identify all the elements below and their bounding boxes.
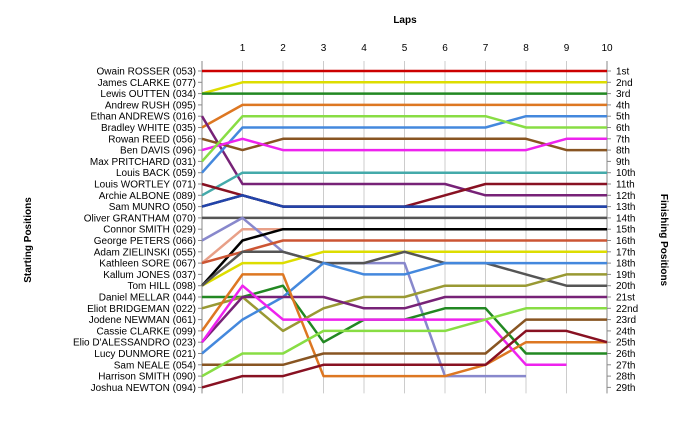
series-line — [201, 194, 607, 208]
finishing-position-label: 16th — [616, 236, 635, 247]
starting-position-label: Bradley WHITE (035) — [101, 123, 196, 134]
lap-tick-label: 8 — [523, 43, 529, 54]
finishing-position-label: 15th — [616, 225, 635, 236]
starting-position-label: Tom HILL (098) — [127, 281, 196, 292]
starting-position-label: Louis WORTLEY (071) — [94, 180, 196, 191]
series-line — [201, 227, 607, 287]
starting-position-label: Eliot BRIDGEMAN (022) — [87, 304, 196, 315]
finishing-position-label: 6th — [616, 123, 630, 134]
finishing-position-label: 3rd — [616, 89, 630, 100]
left-axis-title: Starting Positions — [23, 197, 34, 283]
starting-position-label: Ethan ANDREWS (016) — [90, 112, 196, 123]
series-line — [201, 81, 607, 95]
finishing-position-label: 5th — [616, 112, 630, 123]
starting-position-label: Louis BACK (059) — [116, 168, 196, 179]
lap-tick-label: 9 — [564, 43, 570, 54]
starting-position-label: Ben DAVIS (096) — [120, 146, 196, 157]
starting-position-label: Kathleen SORE (067) — [99, 259, 196, 270]
series-line — [200, 273, 607, 378]
starting-position-label: Oliver GRANTHAM (070) — [84, 213, 196, 224]
finishing-position-label: 12th — [616, 191, 635, 202]
finishing-position-label: 17th — [616, 247, 635, 258]
series-line — [201, 250, 607, 287]
series-line — [201, 114, 607, 163]
finishing-position-label: 8th — [616, 146, 630, 157]
lap-tick-label: 1 — [240, 43, 246, 54]
series-line — [201, 171, 607, 197]
lap-tick-label: 3 — [321, 43, 327, 54]
starting-position-label: Sam NEALE (054) — [114, 360, 196, 371]
finishing-position-label: 10th — [616, 168, 635, 179]
finishing-position-label: 21st — [616, 293, 635, 304]
series-line — [201, 261, 607, 355]
series-line — [202, 318, 607, 367]
finishing-position-label: 9th — [616, 157, 630, 168]
finishing-position-label: 20th — [616, 281, 635, 292]
finishing-position-label: 7th — [616, 134, 630, 145]
starting-position-label: Elio D'ALESSANDRO (023) — [73, 338, 196, 349]
finishing-position-label: 25th — [616, 338, 635, 349]
finishing-position-label: 24th — [616, 326, 635, 337]
series-line — [200, 284, 567, 367]
starting-position-label: Rowan REED (056) — [108, 134, 196, 145]
lap-tick-label: 7 — [483, 43, 489, 54]
starting-position-label: Joshua NEWTON (094) — [91, 383, 196, 394]
starting-position-label: Owain ROSSER (053) — [97, 67, 196, 78]
finishing-position-label: 26th — [616, 349, 635, 360]
series-line — [201, 137, 607, 152]
finishing-position-label: 13th — [616, 202, 635, 213]
lap-tick-label: 4 — [361, 43, 367, 54]
starting-position-label: Archie ALBONE (089) — [99, 191, 196, 202]
lap-tick-label: 6 — [442, 43, 448, 54]
finishing-position-label: 2nd — [616, 78, 633, 89]
finishing-position-label: 14th — [616, 213, 635, 224]
finishing-position-label: 1st — [616, 67, 630, 78]
finishing-position-label: 11th — [616, 180, 635, 191]
lap-tick-label: 10 — [601, 43, 613, 54]
axis-labels: 1 2 3 4 5 6 7 8 9 10 Owain ROSSER (053)James CLARK… — [73, 43, 638, 394]
series-line — [201, 114, 607, 174]
series-line — [201, 239, 607, 265]
finishing-position-label: 29th — [616, 383, 635, 394]
starting-position-label: Kallum JONES (037) — [103, 270, 196, 281]
finishing-position-label: 18th — [616, 259, 635, 270]
starting-position-label: Lucy DUNMORE (021) — [94, 349, 196, 360]
finishing-position-label: 28th — [616, 372, 635, 383]
grid — [198, 61, 611, 394]
series-line — [201, 273, 607, 333]
starting-position-label: Harrison SMITH (090) — [98, 372, 196, 383]
series-line — [201, 103, 607, 129]
starting-position-label: Lewis OUTTEN (034) — [100, 89, 196, 100]
starting-position-label: George PETERS (066) — [94, 236, 196, 247]
starting-position-label: Daniel MELLAR (044) — [99, 293, 196, 304]
starting-position-label: Connor SMITH (029) — [103, 225, 196, 236]
series-line — [201, 295, 607, 344]
series-line — [201, 137, 607, 152]
x-axis-title: Laps — [393, 15, 417, 26]
finishing-position-label: 23rd — [616, 315, 636, 326]
lap-tick-label: 2 — [280, 43, 286, 54]
right-axis-title: Finishing Positions — [658, 194, 669, 287]
starting-position-label: Adam ZIELINSKI (055) — [94, 247, 196, 258]
series-lines — [200, 69, 608, 389]
lap-tick-label: 5 — [402, 43, 408, 54]
starting-position-label: Cassie CLARKE (099) — [97, 326, 196, 337]
series-line — [201, 329, 608, 389]
starting-position-label: James CLARKE (077) — [98, 78, 196, 89]
starting-position-label: Max PRITCHARD (031) — [90, 157, 196, 168]
finishing-position-label: 19th — [616, 270, 635, 281]
finishing-position-label: 27th — [616, 360, 635, 371]
starting-position-label: Sam MUNRO (050) — [109, 202, 196, 213]
starting-position-label: Jodene NEWMAN (061) — [89, 315, 196, 326]
finishing-position-label: 22nd — [616, 304, 638, 315]
finishing-position-label: 4th — [616, 100, 630, 111]
starting-position-label: Andrew RUSH (095) — [105, 100, 196, 111]
series-line — [200, 115, 607, 197]
series-line — [201, 307, 607, 378]
